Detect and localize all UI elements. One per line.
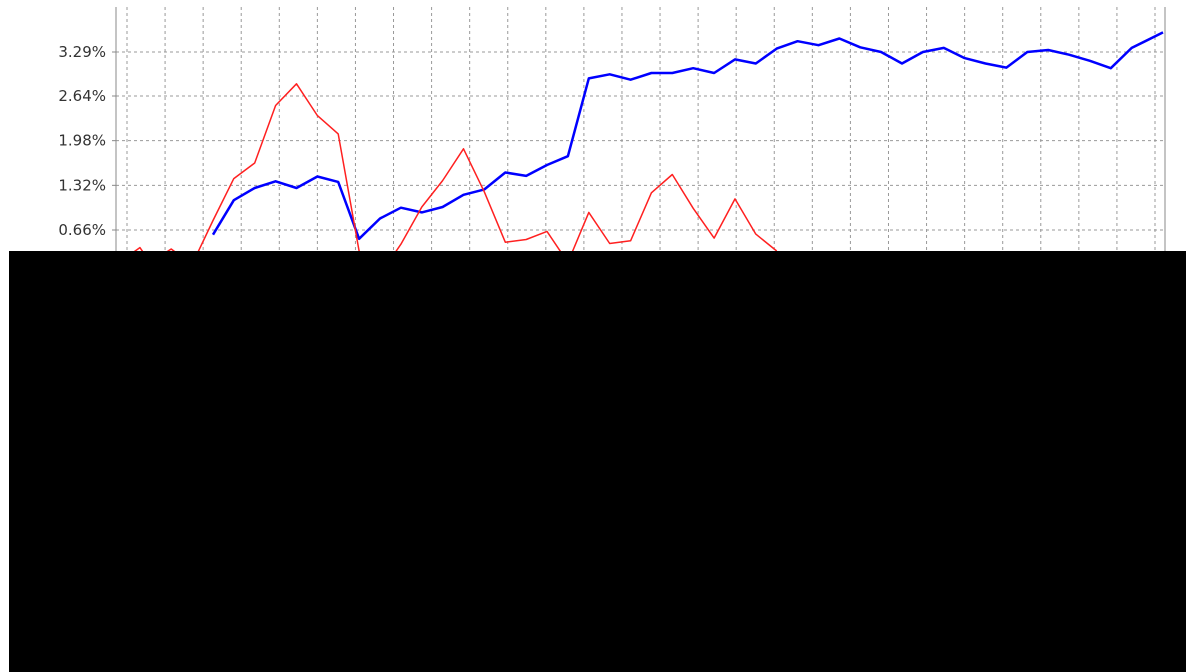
- y-tick-label: 1.98%: [58, 132, 106, 150]
- y-tick-label: 2.64%: [58, 87, 106, 105]
- series-line-red: [118, 83, 778, 276]
- y-tick-labels: 3.29% 2.64% 1.98% 1.32% 0.66%: [58, 43, 106, 239]
- y-tick-label: 0.66%: [58, 221, 106, 239]
- series-layer: [118, 31, 1164, 276]
- series-line-blue: [211, 31, 1164, 241]
- y-tick-label: 3.29%: [58, 43, 106, 61]
- y-tick-label: 1.32%: [58, 176, 106, 194]
- redaction-block: [9, 251, 1186, 672]
